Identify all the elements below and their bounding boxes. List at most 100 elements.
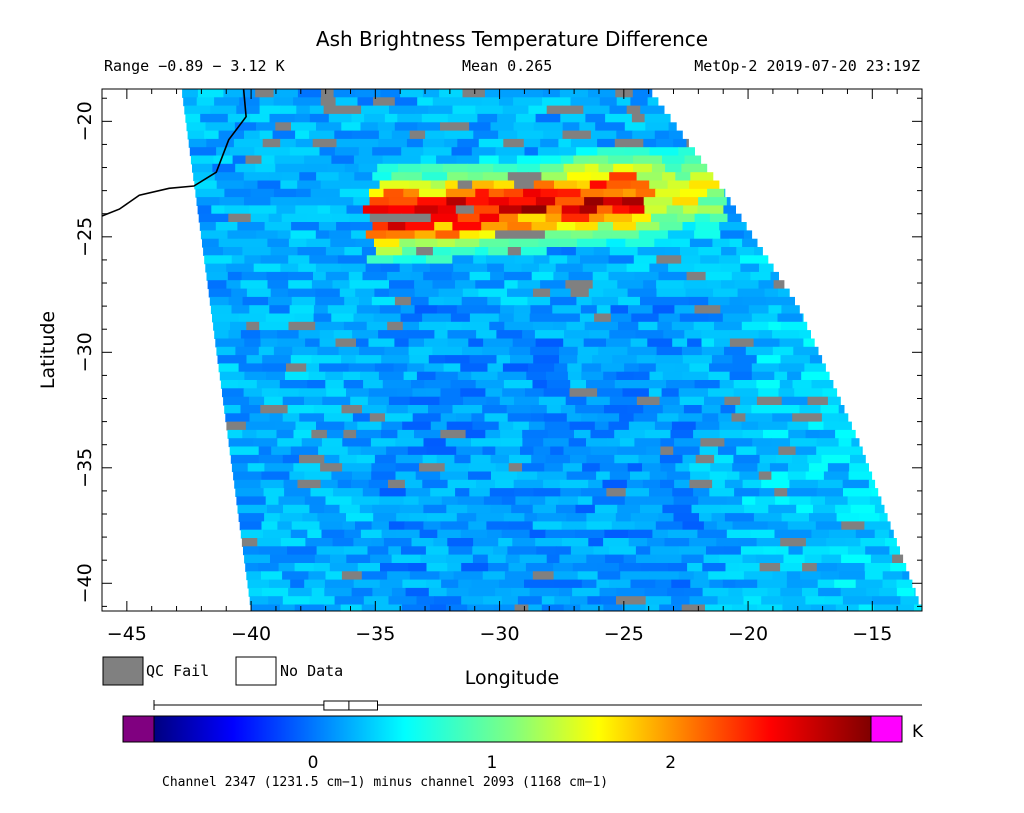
swath-pixel: [382, 155, 401, 165]
swath-pixel: [533, 355, 560, 364]
swath-pixel: [383, 538, 413, 547]
swath-pixel: [379, 180, 410, 190]
swath-pixel: [553, 313, 581, 323]
swath-pixel: [396, 529, 421, 539]
swath-pixel: [282, 396, 305, 406]
swath-pixel: [468, 587, 496, 597]
swath-pixel: [260, 338, 278, 348]
swath-pixel: [627, 346, 658, 356]
swath-pixel: [290, 230, 317, 240]
swath-pixel: [821, 413, 840, 423]
swath-pixel: [244, 130, 261, 140]
swath-pixel: [320, 97, 337, 107]
swath-pixel: [432, 280, 456, 290]
swath-pixel: [627, 529, 653, 539]
swath-pixel: [729, 371, 753, 381]
swath-pixel: [781, 513, 810, 522]
swath-pixel: [684, 330, 702, 339]
swath-pixel: [321, 529, 345, 539]
swath-pixel: [671, 421, 697, 431]
swath-pixel: [344, 296, 360, 306]
swath-pixel: [491, 471, 518, 481]
swath-pixel: [497, 89, 526, 98]
swath-pixel: [452, 405, 483, 414]
swath-pixel: [775, 496, 790, 506]
swath-pixel: [352, 471, 372, 481]
swath-pixel: [502, 363, 529, 373]
swath-pixel: [752, 438, 772, 448]
swath-pixel: [245, 421, 276, 431]
swath-pixel: [740, 396, 758, 406]
swath-pixel: [700, 438, 725, 448]
swath-pixel: [419, 188, 447, 198]
swath-pixel: [368, 479, 389, 489]
swath-pixel: [655, 363, 676, 373]
swath-pixel: [569, 421, 596, 431]
swath-pixel: [570, 138, 598, 148]
swath-pixel: [709, 471, 728, 481]
swath-pixel: [558, 138, 572, 148]
swath-pixel: [550, 288, 572, 298]
swath-pixel: [484, 413, 509, 423]
swath-pixel: [497, 371, 527, 381]
swath-pixel: [594, 421, 610, 431]
swath-pixel: [660, 463, 676, 473]
swath-pixel: [597, 147, 625, 157]
swath-pixel: [426, 446, 457, 456]
swath-pixel: [313, 271, 327, 281]
swath-pixel: [735, 579, 758, 589]
swath-pixel: [561, 247, 577, 256]
swath-pixel: [416, 247, 434, 256]
swath-pixel: [457, 213, 480, 223]
swath-pixel: [745, 413, 773, 423]
swath-pixel: [598, 163, 614, 173]
swath-pixel: [361, 571, 388, 581]
swath-pixel: [490, 271, 505, 281]
swath-pixel: [686, 138, 689, 148]
swath-pixel: [671, 596, 691, 606]
swath-pixel: [430, 421, 448, 431]
swath-pixel: [842, 596, 873, 606]
swath-pixel: [357, 421, 382, 431]
swath-pixel: [537, 147, 560, 157]
swath-pixel: [294, 563, 315, 572]
swath-pixel: [640, 563, 669, 572]
swath-pixel: [238, 363, 263, 373]
swath-pixel: [805, 538, 827, 547]
swath-pixel: [533, 446, 551, 456]
swath-pixel: [444, 463, 470, 473]
swath-pixel: [510, 355, 534, 364]
swath-pixel: [315, 263, 342, 273]
swath-pixel: [419, 321, 447, 331]
swath-pixel: [502, 388, 526, 398]
swath-pixel: [553, 271, 570, 281]
swath-pixel: [517, 280, 541, 290]
swath-pixel: [414, 288, 440, 298]
swath-pixel: [459, 230, 480, 240]
swath-pixel: [662, 504, 693, 514]
swath-pixel: [301, 438, 323, 448]
swath-pixel: [718, 413, 733, 423]
swath-pixel: [360, 529, 383, 539]
swath-pixel: [718, 255, 741, 265]
swath-pixel: [687, 563, 703, 572]
swath-pixel: [340, 604, 363, 611]
swath-pixel: [247, 579, 270, 589]
swath-pixel: [608, 271, 635, 281]
swath-pixel: [214, 330, 230, 339]
swath-pixel: [353, 313, 375, 323]
swath-pixel: [684, 155, 702, 165]
swath-pixel: [633, 413, 658, 423]
swath-pixel: [215, 222, 238, 231]
swath-pixel: [401, 213, 432, 223]
swath-pixel: [698, 197, 728, 206]
swath-pixel: [724, 346, 747, 356]
swath-pixel: [212, 313, 240, 323]
swath-pixel: [603, 288, 629, 298]
swath-pixel: [280, 180, 298, 190]
swath-pixel: [914, 587, 916, 597]
swath-pixel: [379, 488, 407, 497]
swath-pixel: [681, 163, 706, 173]
swath-pixel: [636, 355, 656, 364]
x-tick-label: −40: [231, 623, 271, 645]
